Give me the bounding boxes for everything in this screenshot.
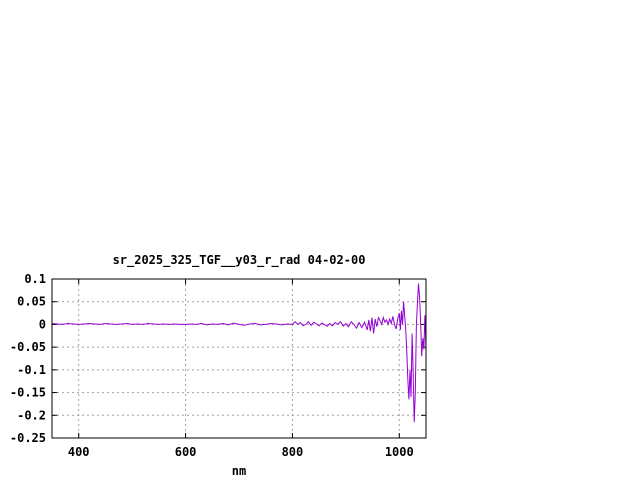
y-tick-label: -0.25 [10, 431, 46, 445]
tick-labels: 0.1 0.05 0 -0.05 -0.1 -0.15 -0.2 -0.25 400 600 800… [10, 272, 414, 459]
chart-title: sr_2025_325_TGF__y03_r_rad 04-02-00 [113, 253, 366, 268]
y-tick-label: -0.15 [10, 386, 46, 400]
y-tick-label: -0.2 [17, 408, 46, 422]
y-tick-label: 0 [39, 317, 46, 331]
x-tick-label: 1000 [385, 445, 414, 459]
x-tick-label: 800 [282, 445, 304, 459]
x-axis-label: nm [232, 464, 246, 478]
series-line [51, 283, 427, 423]
grid [52, 278, 426, 439]
y-tick-label: -0.1 [17, 363, 46, 377]
plot-frame [51, 278, 427, 439]
x-tick-label: 600 [175, 445, 197, 459]
y-tick-label: -0.05 [10, 340, 46, 354]
series-group [51, 283, 427, 423]
y-tick-label: 0.1 [24, 272, 46, 286]
y-tick-label: 0.05 [17, 295, 46, 309]
x-tick-label: 400 [68, 445, 90, 459]
